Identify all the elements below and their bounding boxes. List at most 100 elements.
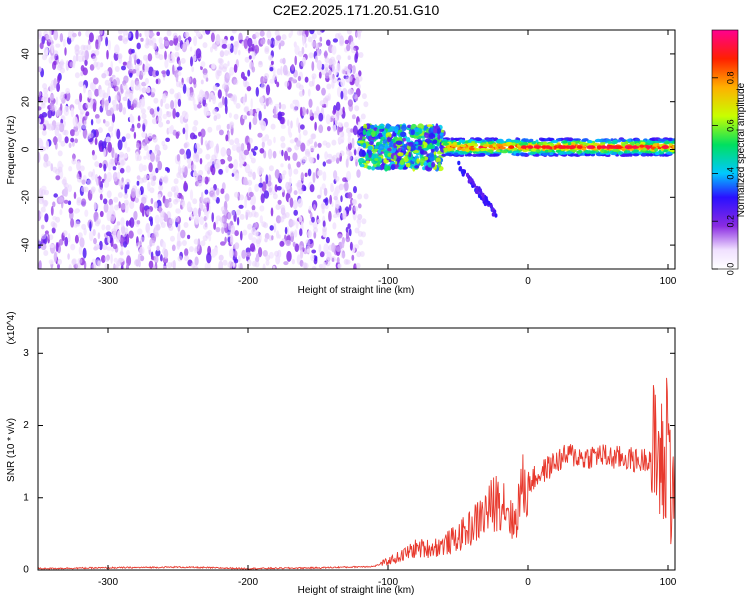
spectrogram-cell: [254, 44, 260, 54]
spectrogram-cell: [104, 99, 110, 107]
spectrogram-cell: [551, 140, 559, 144]
spectrogram-cell: [169, 218, 174, 225]
spectrogram-cell: [165, 137, 171, 142]
spectrogram-cell: [90, 82, 94, 90]
spectrogram-cell: [79, 92, 83, 103]
spectrogram-cell: [354, 105, 360, 112]
spectrogram-cell: [621, 143, 626, 147]
spectrogram-cell: [110, 132, 114, 138]
spectrogram-cell: [479, 147, 487, 152]
spectrogram-cell: [386, 136, 391, 143]
spectrogram-cell: [342, 177, 347, 183]
spectrogram-cell: [276, 230, 280, 239]
spectrogram-cell: [300, 142, 306, 152]
spectrogram-cell: [487, 201, 491, 206]
spectrogram-cell: [318, 124, 324, 134]
spectrogram-cell: [317, 142, 322, 148]
spectrogram-cell: [493, 153, 500, 157]
spectrogram-cell: [505, 141, 513, 146]
spectrogram-cell: [45, 123, 51, 130]
spectrogram-cell: [166, 167, 170, 173]
spectrogram-cell: [320, 203, 326, 210]
spectrogram-cell: [41, 129, 47, 136]
spectrogram-cell: [253, 211, 259, 218]
spectrogram-cell: [53, 50, 59, 57]
spectrogram-cell: [346, 44, 351, 52]
spectrogram-cell: [544, 145, 551, 149]
spectrogram-cell: [170, 186, 176, 193]
spectrogram-cell: [58, 196, 64, 203]
spectrogram-cell: [97, 127, 103, 134]
spectrogram-cell: [155, 167, 159, 174]
spectrogram-cell: [127, 98, 131, 110]
spectrogram-cell: [181, 110, 187, 117]
spectrogram-cell: [287, 163, 291, 170]
spectrogram-cell: [465, 172, 470, 178]
spectrogram-cell: [260, 83, 266, 90]
spectrogram-cell: [308, 98, 313, 109]
spectrogram-cell: [64, 236, 69, 247]
spectrogram-cell: [128, 65, 134, 72]
spectrogram-cell: [292, 105, 298, 112]
spectrogram-cell: [63, 199, 69, 204]
spectrogram-cell: [174, 45, 180, 51]
spectrogram-cell: [241, 249, 247, 259]
spectrogram-cell: [40, 224, 45, 230]
spectrogram-cell: [345, 76, 351, 83]
spectrogram-cell: [129, 72, 133, 78]
spectrogram-cell: [549, 152, 554, 156]
spectrogram-cell: [215, 113, 221, 120]
spectrogram-cell: [156, 31, 160, 36]
spectrogram-cell: [186, 201, 192, 212]
spectrogram-cell: [90, 186, 96, 193]
spectrogram-cell: [264, 73, 269, 79]
spectrogram-cell: [170, 235, 175, 242]
spectrogram-cell: [325, 236, 330, 244]
spectrogram-cell: [157, 116, 162, 123]
spectrogram-cell: [251, 205, 256, 211]
spectrogram-cell: [558, 151, 565, 155]
snr-y-multiplier: (x10^4): [6, 311, 17, 344]
spectrogram-cell: [561, 145, 568, 149]
spectrogram-cell: [168, 57, 174, 64]
spectrogram-cell: [323, 97, 329, 104]
spectrogram-cell: [322, 226, 328, 233]
spectrogram-cell: [196, 104, 202, 109]
spectrogram-cell: [153, 97, 159, 104]
spectrogram-cell: [324, 57, 330, 64]
spectrogram-cell: [159, 43, 165, 50]
spectrogram-cell: [482, 144, 490, 148]
spectrogram-cell: [157, 193, 162, 200]
spectrogram-cell: [538, 142, 544, 146]
spectrogram-cell: [211, 154, 217, 161]
spectrogram-cell: [81, 179, 86, 185]
spectrogram-cell: [139, 33, 142, 38]
colorbar: 0.0 0.2 0.4 0.6 0.8 Normalized spectral ampl…: [711, 29, 747, 275]
spectrogram-cell: [418, 128, 423, 134]
spectrogram-cell: [136, 122, 141, 129]
spectrogram-cell: [215, 34, 221, 45]
spectrogram-cell: [173, 178, 179, 185]
spectrogram-cell: [258, 182, 263, 188]
spectrogram-cell: [115, 86, 121, 92]
spectrogram-cell: [104, 256, 110, 262]
spectrogram-cell: [156, 245, 160, 252]
spectrogram-cell: [194, 256, 199, 266]
spectrogram-cell: [193, 119, 199, 126]
spectrogram-cell: [234, 172, 240, 181]
spectrogram-cell: [316, 30, 322, 36]
spectrogram-cell: [361, 231, 366, 238]
spectrogram-cell: [308, 138, 314, 145]
spectrogram-cell: [314, 141, 318, 148]
spectrogram-cell: [322, 220, 326, 228]
spectrogram-cell: [632, 153, 640, 157]
spectrogram-cell: [624, 153, 631, 157]
spectrogram-cell: [654, 148, 659, 152]
spectrogram-cell: [244, 197, 248, 209]
spectrogram-cell: [149, 187, 155, 194]
spectrogram-cell: [521, 152, 526, 157]
spectrogram-cell: [322, 261, 326, 269]
spectrogram-cell: [287, 155, 291, 161]
spectrogram-cell: [180, 199, 185, 206]
spectrogram-cell: [268, 99, 274, 106]
